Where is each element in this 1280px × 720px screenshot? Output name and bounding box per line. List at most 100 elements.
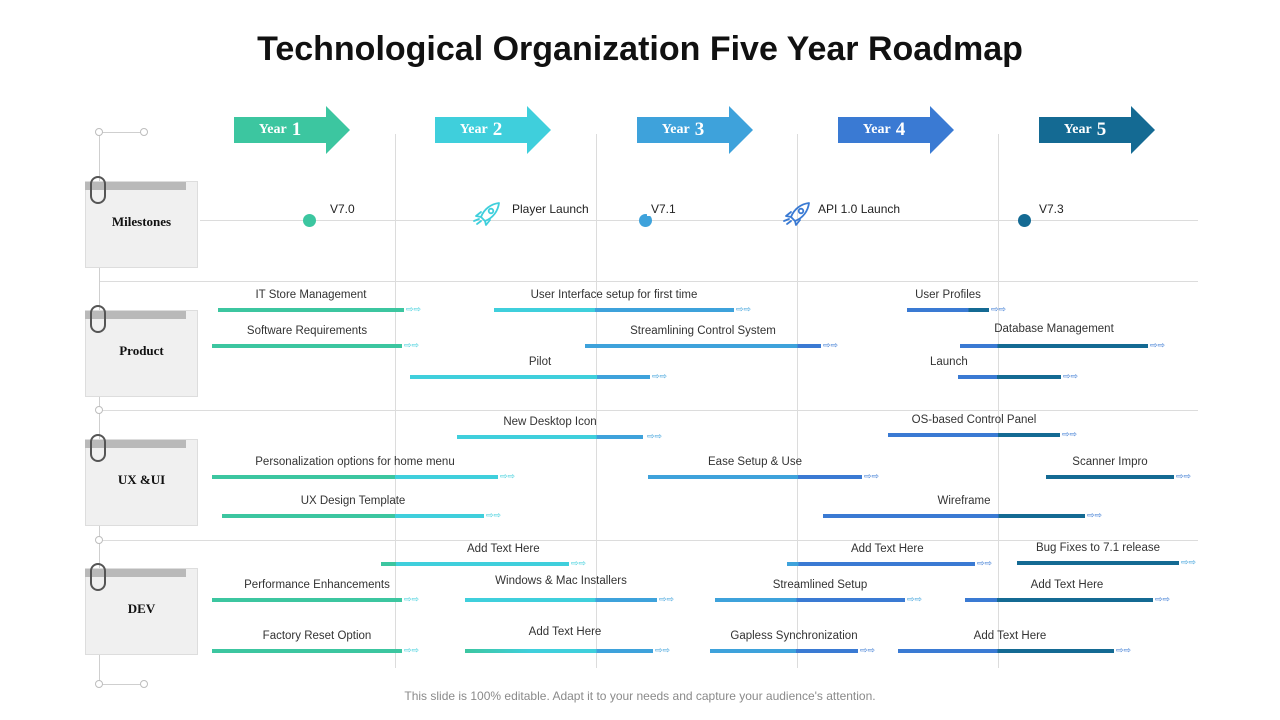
task-bar — [212, 649, 402, 653]
task-bar — [410, 375, 650, 379]
task-bar — [648, 475, 862, 479]
year-4-arrow: Year 4 — [838, 106, 954, 154]
year-number: 3 — [694, 119, 705, 140]
task-bar — [212, 598, 402, 602]
rocket-icon — [783, 202, 810, 226]
spine-knot — [140, 680, 148, 688]
task-bar — [212, 475, 498, 479]
task-bar — [715, 598, 905, 602]
year-5-tip — [1131, 106, 1155, 154]
arrow-icon: ⇨⇨ — [823, 340, 839, 350]
spine-knot — [95, 536, 103, 544]
task-label: Database Management — [994, 323, 1114, 335]
spine-stub — [100, 684, 142, 685]
task-bar — [494, 308, 734, 312]
row-divider — [100, 281, 1198, 282]
row-card-ux-ui: UX &UI — [85, 439, 198, 526]
spine-knot — [95, 128, 103, 136]
year-3-arrow: Year 3 — [637, 106, 753, 154]
milestone-axis — [200, 220, 1198, 221]
year-divider — [395, 134, 396, 668]
arrow-icon: ⇨⇨ — [652, 371, 668, 381]
row-card-product: Product — [85, 310, 198, 397]
year-5-arrow: Year 5 — [1039, 106, 1155, 154]
arrow-icon: ⇨⇨ — [864, 471, 880, 481]
year-5-body: Year 5 — [1039, 117, 1131, 143]
year-number: 2 — [492, 119, 503, 140]
paperclip-icon — [90, 176, 106, 204]
task-label: Wireframe — [937, 495, 991, 507]
year-label: Year — [661, 122, 690, 137]
task-bar — [585, 344, 821, 348]
task-label: Factory Reset Option — [262, 630, 372, 642]
arrow-icon: ⇨⇨ — [1155, 594, 1171, 604]
task-bar — [960, 344, 1148, 348]
paperclip-icon — [90, 434, 106, 462]
paperclip-icon — [90, 305, 106, 333]
spine-stub — [100, 132, 142, 133]
arrow-icon: ⇨⇨ — [991, 304, 1007, 314]
task-bar — [222, 514, 484, 518]
year-label: Year — [862, 122, 891, 137]
card-band — [85, 569, 186, 577]
arrow-icon: ⇨⇨ — [1176, 471, 1192, 481]
arrow-icon: ⇨⇨ — [404, 340, 420, 350]
task-label: Personalization options for home menu — [255, 456, 455, 468]
arrow-icon: ⇨⇨ — [500, 471, 516, 481]
task-bar — [465, 649, 653, 653]
task-label: IT Store Management — [255, 289, 367, 301]
task-label: Pilot — [528, 356, 552, 368]
task-bar — [457, 435, 643, 439]
arrow-icon: ⇨⇨ — [1116, 645, 1132, 655]
spine-knot — [140, 128, 148, 136]
task-label: Add Text Here — [1030, 579, 1104, 591]
row-card-milestones: Milestones — [85, 181, 198, 268]
arrow-icon: ⇨⇨ — [404, 594, 420, 604]
year-divider — [797, 134, 798, 668]
milestone-label: V7.0 — [326, 202, 359, 216]
year-4-tip — [930, 106, 954, 154]
task-label: Windows & Mac Installers — [495, 575, 627, 587]
card-band — [85, 440, 186, 448]
milestone-dot — [1018, 214, 1031, 227]
row-divider — [100, 410, 1198, 411]
task-label: UX Design Template — [300, 495, 406, 507]
task-label: Scanner Impro — [1072, 456, 1148, 468]
year-label: Year — [1063, 122, 1092, 137]
task-bar — [823, 514, 1085, 518]
footer-note: This slide is 100% editable. Adapt it to… — [404, 689, 876, 703]
task-bar — [710, 649, 858, 653]
task-label: Software Requirements — [246, 325, 368, 337]
year-3-tip — [729, 106, 753, 154]
year-divider — [998, 134, 999, 668]
milestone-label: V7.3 — [1035, 202, 1068, 216]
year-1-body: Year 1 — [234, 117, 326, 143]
task-bar — [1046, 475, 1174, 479]
year-number: 4 — [895, 119, 906, 140]
year-1-arrow: Year 1 — [234, 106, 350, 154]
arrow-icon: ⇨⇨ — [647, 431, 663, 441]
task-label: Streamlining Control System — [630, 325, 776, 337]
task-bar — [958, 375, 1061, 379]
task-label: Streamlined Setup — [772, 579, 868, 591]
task-label: New Desktop Icon — [503, 416, 597, 428]
task-bar — [898, 649, 1114, 653]
task-label: Ease Setup & Use — [708, 456, 802, 468]
year-2-body: Year 2 — [435, 117, 527, 143]
task-bar — [381, 562, 569, 566]
task-label: User Interface setup for first time — [530, 289, 698, 301]
task-label: Add Text Here — [845, 543, 930, 555]
page-title: Technological Organization Five Year Roa… — [257, 30, 1023, 68]
year-divider — [596, 134, 597, 668]
task-label: OS-based Control Panel — [911, 414, 1037, 426]
milestone-dot — [303, 214, 316, 227]
task-bar — [965, 598, 1153, 602]
card-band — [85, 182, 186, 190]
arrow-icon: ⇨⇨ — [1063, 371, 1079, 381]
row-label: UX &UI — [117, 472, 166, 487]
year-4-body: Year 4 — [838, 117, 930, 143]
spine-knot — [95, 680, 103, 688]
year-number: 1 — [291, 119, 302, 140]
arrow-icon: ⇨⇨ — [977, 558, 993, 568]
arrow-icon: ⇨⇨ — [571, 558, 587, 568]
